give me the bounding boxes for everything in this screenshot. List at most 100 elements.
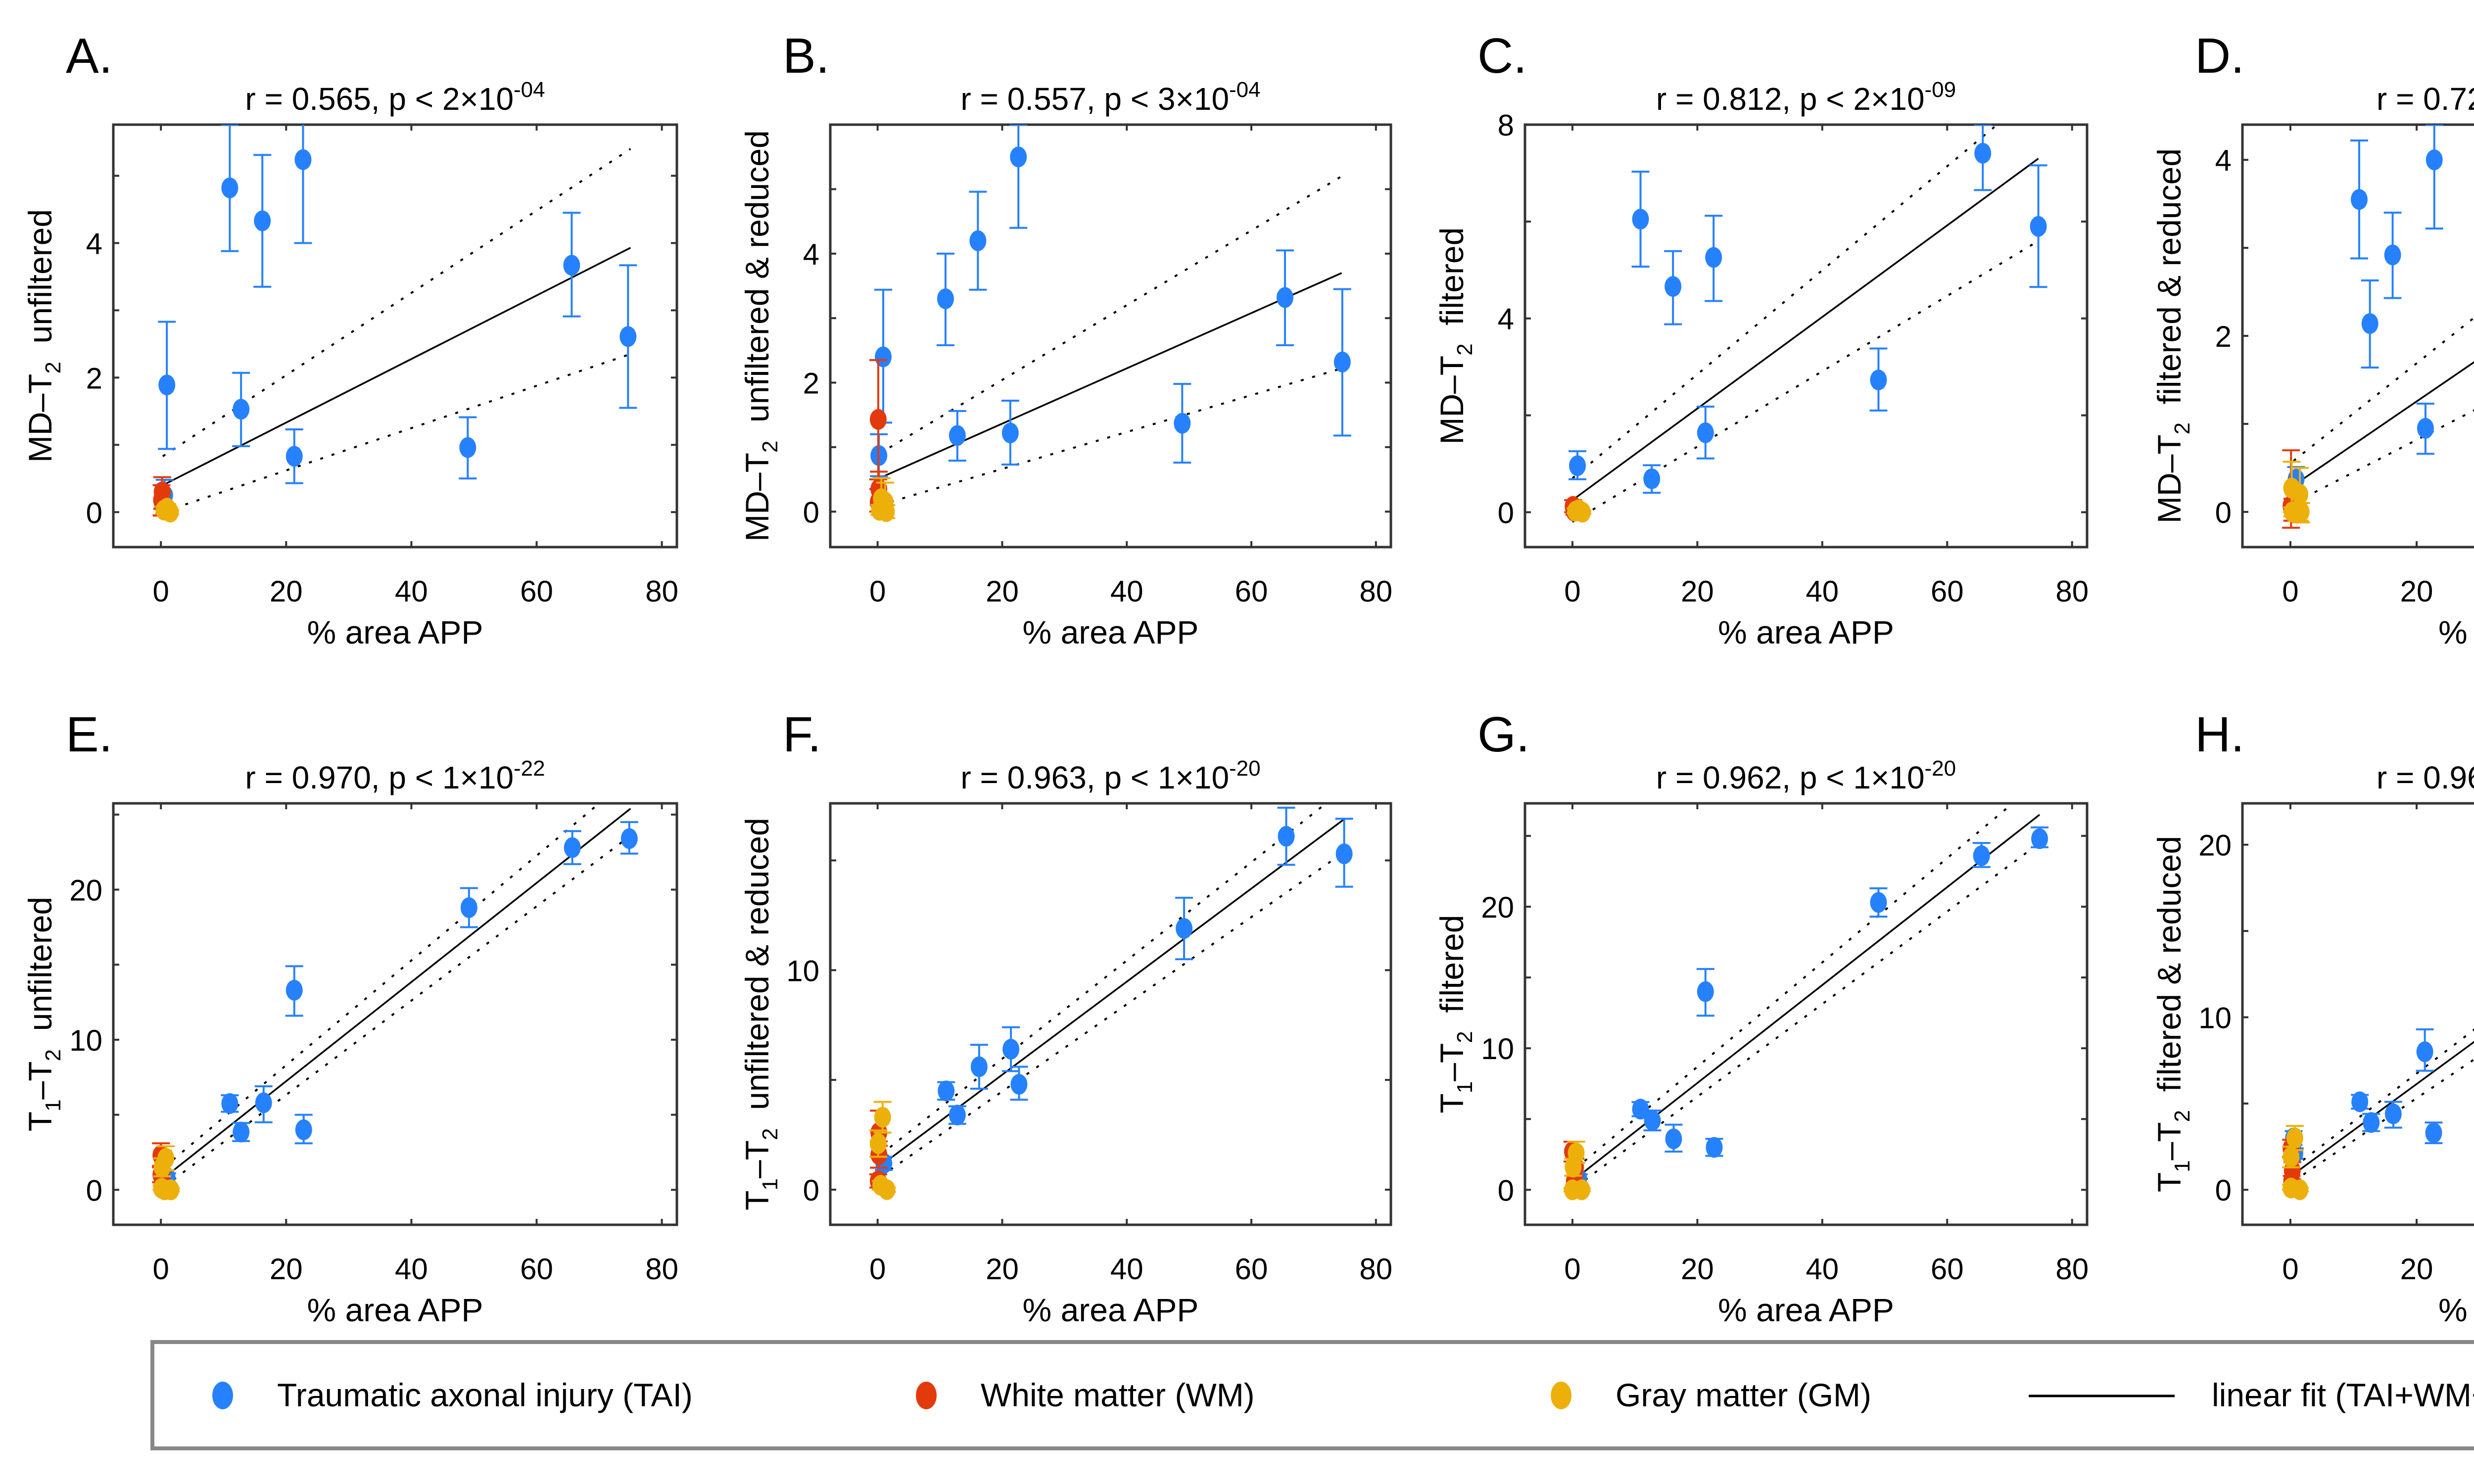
y-label-sub: 2 xyxy=(1453,1031,1477,1043)
x-tick-label: 0 xyxy=(1564,575,1580,608)
y-label-main: MD–T xyxy=(739,453,775,542)
tai-point xyxy=(2417,417,2434,439)
ci-lower-line xyxy=(162,353,631,513)
tai-point xyxy=(460,897,477,918)
title-exponent: -20 xyxy=(1229,756,1261,781)
x-tick-label: 20 xyxy=(2400,1252,2433,1286)
title-exponent: -22 xyxy=(514,756,545,781)
panel-letter: H. xyxy=(2195,707,2244,762)
tai-point xyxy=(949,425,966,446)
tai-point xyxy=(564,837,581,858)
tai-point xyxy=(1010,1074,1028,1095)
y-label-sub: 2 xyxy=(41,1049,65,1061)
panel-title: r = 0.969, p < 1×10-21 xyxy=(2377,756,2474,795)
x-tick-label: 40 xyxy=(1110,575,1143,608)
title-text: r = 0.963, p < 1×10 xyxy=(960,760,1229,795)
tai-point xyxy=(937,288,954,310)
ci-upper-line xyxy=(880,803,1327,1156)
panel-title: r = 0.557, p < 3×10-04 xyxy=(960,78,1260,117)
x-tick-label: 40 xyxy=(395,575,428,608)
x-tick-label: 0 xyxy=(869,1252,886,1286)
y-label-rest: unfiltered & reduced xyxy=(739,818,775,1128)
gm-point xyxy=(153,1157,171,1178)
tai-point xyxy=(1665,1128,1682,1150)
y-axis-label: T1–T2 unfiltered & reduced xyxy=(739,818,782,1210)
y-label-rest: unfiltered xyxy=(22,897,58,1049)
tai-point xyxy=(221,1093,238,1114)
fit-line xyxy=(1571,158,2039,501)
y-label-main: MD–T xyxy=(1433,356,1470,445)
tai-point xyxy=(1973,845,1990,866)
panel-a: A. r = 0.565, p < 2×10-04 0 20 40 60 80 0 2 4 % ar… xyxy=(22,28,678,650)
legend-gm-label: Gray matter (GM) xyxy=(1616,1377,1871,1413)
gm-point xyxy=(2291,484,2309,505)
tai-point xyxy=(1870,370,1887,391)
title-text: r = 0.812, p < 2×10 xyxy=(1656,81,1925,117)
legend-wm-marker xyxy=(916,1382,937,1409)
axes-frame xyxy=(2241,802,2474,1226)
tai-point xyxy=(1276,287,1293,308)
tai-point xyxy=(295,1119,312,1140)
y-tick-label: 8 xyxy=(1498,109,1514,142)
x-tick-label: 20 xyxy=(270,575,303,608)
tai-point xyxy=(1697,422,1714,443)
tai-point xyxy=(1010,146,1027,168)
panel-letter: C. xyxy=(1477,28,1527,84)
y-label-rest: filtered xyxy=(1433,915,1470,1031)
plot-area xyxy=(2282,125,2474,529)
x-tick-label: 0 xyxy=(152,1252,169,1286)
y-label-sub: 2 xyxy=(1453,343,1477,355)
x-tick-label: 20 xyxy=(986,575,1019,608)
panel-letter: A. xyxy=(66,28,112,84)
tai-point xyxy=(1697,981,1714,1002)
x-tick-label: 80 xyxy=(2055,575,2089,608)
wm-point xyxy=(869,409,887,430)
tai-point xyxy=(1174,413,1191,434)
y-tick-label: 4 xyxy=(1498,303,1514,336)
ci-lower-line xyxy=(879,367,1342,507)
y-axis-label: T1–T2 unfiltered xyxy=(22,897,65,1132)
y-axis-label: T1–T2 filtered xyxy=(1433,915,1477,1113)
y-tick-label: 0 xyxy=(1498,496,1514,529)
y-tick-label: 20 xyxy=(2198,829,2232,862)
gm-point xyxy=(2291,1179,2309,1201)
tai-point xyxy=(158,374,176,396)
x-tick-label: 0 xyxy=(869,575,886,608)
y-tick-label: 0 xyxy=(803,1174,819,1207)
axes-frame xyxy=(112,123,678,549)
tai-point xyxy=(233,1121,250,1143)
y-label-sub1: 1 xyxy=(2170,1160,2194,1172)
y-tick-label: 20 xyxy=(1481,891,1514,924)
y-tick-label: 10 xyxy=(786,954,819,987)
y-tick-label: 0 xyxy=(86,496,102,529)
tai-point xyxy=(2031,828,2048,849)
x-tick-label: 80 xyxy=(2055,1252,2089,1286)
y-tick-label: 4 xyxy=(86,227,102,260)
tai-point xyxy=(1974,142,1992,164)
legend-wm-label: White matter (WM) xyxy=(981,1377,1255,1413)
tai-point xyxy=(2030,216,2047,237)
x-tick-label: 80 xyxy=(1359,575,1392,608)
y-tick-label: 2 xyxy=(86,362,102,395)
plot-area xyxy=(152,125,637,523)
x-tick-label: 20 xyxy=(2400,575,2433,608)
y-label-main: MD–T xyxy=(2151,434,2188,523)
y-label-main: T xyxy=(739,1191,775,1210)
x-tick-label: 60 xyxy=(1931,575,1964,608)
title-exponent: -20 xyxy=(1925,756,1956,781)
x-axis-label: % area APP xyxy=(2438,1292,2474,1328)
y-label-mid: –T xyxy=(22,1061,58,1099)
title-exponent: -09 xyxy=(1925,78,1956,102)
tai-point xyxy=(255,1092,272,1113)
panel-title: r = 0.723, p < 4×10-07 xyxy=(2377,78,2474,117)
gm-point xyxy=(2292,501,2310,522)
y-label-rest: filtered xyxy=(1433,228,1470,344)
x-tick-label: 0 xyxy=(2282,1252,2298,1286)
gm-point xyxy=(1565,1157,1582,1178)
tai-point xyxy=(1706,1137,1723,1158)
x-tick-label: 20 xyxy=(1681,1252,1714,1286)
y-label-sub: 2 xyxy=(2170,1110,2194,1122)
tai-point xyxy=(619,326,637,347)
